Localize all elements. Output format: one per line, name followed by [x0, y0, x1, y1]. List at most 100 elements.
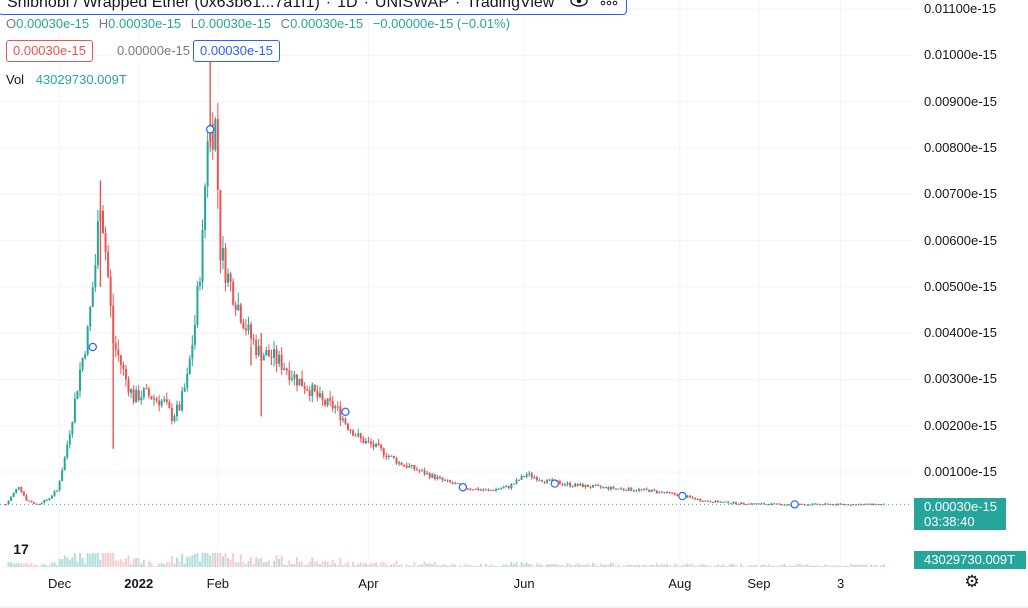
candle-body	[272, 349, 275, 358]
volume-bar	[464, 563, 467, 567]
volume-bar	[765, 565, 768, 567]
candle-body	[732, 502, 735, 504]
candle-body	[283, 368, 286, 370]
candle-body	[313, 384, 316, 392]
volume-bar	[158, 563, 161, 567]
volume-bar	[252, 563, 255, 567]
interval-label[interactable]: 1D	[337, 0, 358, 11]
candle-body	[280, 354, 283, 370]
volume-bar	[285, 564, 288, 567]
candle-body	[183, 387, 186, 392]
volume-bar	[382, 561, 385, 567]
volume-bar	[755, 564, 758, 567]
candle-body	[829, 503, 832, 506]
volume-bar	[599, 563, 602, 567]
candle-body	[265, 349, 268, 356]
volume-bar	[773, 565, 776, 567]
candle-body	[109, 276, 112, 306]
volume-bar	[489, 564, 492, 567]
volume-bar	[865, 564, 868, 567]
candle-body	[403, 465, 406, 467]
volume-bar	[530, 564, 533, 567]
eye-icon[interactable]	[570, 0, 589, 12]
candle-body	[22, 491, 25, 496]
candle-body	[474, 488, 477, 490]
candle-body	[91, 287, 94, 307]
volume-bar	[173, 563, 176, 567]
candle-body	[615, 488, 618, 490]
symbol-name[interactable]: Shibnobi / Wrapped Ether (0x63b61...7a1f…	[7, 0, 320, 11]
candle-body	[288, 370, 291, 380]
change-value: −0.00000e-15 (−0.01%)	[372, 16, 511, 31]
time-axis-label: Jun	[513, 576, 535, 591]
candle-body	[561, 484, 564, 486]
candle-body	[803, 504, 806, 506]
symbol-title-box[interactable]: Shibnobi / Wrapped Ether (0x63b61...7a1f…	[0, 0, 628, 15]
volume-label: Vol	[6, 72, 25, 87]
candle-body	[872, 503, 875, 506]
volume-bar	[63, 555, 66, 567]
volume-bar	[535, 563, 538, 567]
candle-body	[250, 324, 253, 339]
event-markers	[88, 125, 799, 509]
candle-body	[602, 487, 605, 489]
volume-bar	[295, 557, 298, 567]
volume-bar	[260, 557, 263, 567]
volume-bar	[290, 563, 293, 567]
volume-bar	[574, 564, 577, 567]
volume-bar	[461, 565, 464, 567]
volume-bar	[206, 553, 209, 567]
candle-body	[689, 495, 692, 498]
tradingview-logo-icon[interactable]: 17	[13, 541, 29, 557]
volume-bar	[367, 564, 370, 567]
candle-body	[303, 386, 306, 390]
candle-body	[375, 443, 378, 448]
event-marker	[88, 342, 97, 352]
volume-bar	[17, 562, 20, 567]
volume-bar	[341, 565, 344, 567]
volume-bar	[632, 565, 635, 567]
candle-body	[426, 473, 429, 475]
candle-body	[558, 481, 561, 485]
volume-bar	[770, 566, 773, 567]
volume-bar	[405, 564, 408, 567]
candle-body	[752, 503, 755, 505]
gear-icon[interactable]: ⚙	[964, 572, 980, 591]
candle-body	[497, 488, 500, 490]
volume-bar	[441, 564, 444, 567]
volume-bar	[515, 562, 518, 567]
volume-bar	[145, 566, 148, 567]
candle-body	[632, 490, 635, 492]
candle-body	[714, 500, 717, 503]
candle-body	[20, 487, 23, 492]
candle-body	[71, 422, 74, 435]
volume-bar	[510, 561, 513, 567]
more-icon[interactable]	[600, 0, 618, 12]
candle-body	[173, 416, 176, 421]
volume-bar	[428, 563, 431, 567]
candle-body	[86, 326, 89, 355]
volume-bar	[507, 565, 510, 567]
candle-body	[359, 433, 362, 439]
volume-bar	[622, 565, 625, 567]
volume-bar	[875, 564, 878, 567]
volume-bar	[45, 565, 48, 567]
candle-body	[622, 488, 625, 490]
volume-bar	[43, 563, 46, 567]
candle-body	[466, 488, 469, 490]
volume-bar	[94, 553, 97, 567]
candle-body	[645, 488, 648, 490]
volume-bar	[436, 565, 439, 567]
volume-bar	[354, 565, 357, 567]
candle-body	[12, 492, 15, 497]
candle-body	[398, 462, 401, 464]
sell-price-badge[interactable]: 0.00030e-15	[6, 40, 94, 62]
candle-body	[589, 487, 592, 489]
candle-body	[837, 503, 840, 505]
volume-bar	[130, 564, 133, 567]
buy-price-badge[interactable]: 0.00030e-15	[193, 40, 281, 62]
candle-body	[178, 404, 181, 411]
candle-body	[186, 373, 189, 388]
volume-bar	[717, 564, 720, 567]
